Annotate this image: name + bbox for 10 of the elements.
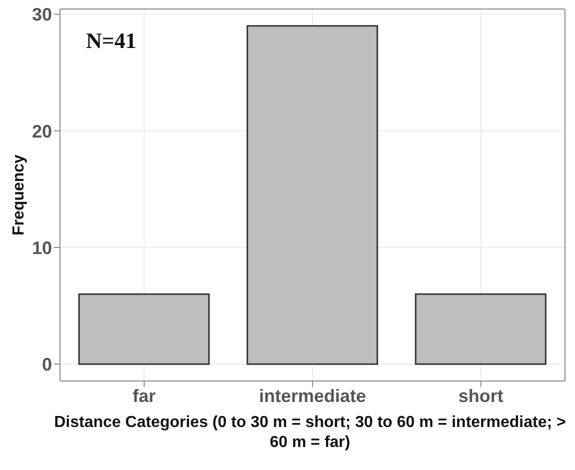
annotation: N=41	[86, 28, 136, 54]
x-axis-title: Distance Categories (0 to 30 m = short; 30 to 60 m = intermediate; > 60 m = far)	[53, 413, 567, 453]
x-tick-label: intermediate	[258, 386, 366, 406]
y-axis-title: Frequency	[10, 154, 28, 236]
y-tick-label: 0	[42, 354, 52, 374]
y-tick-label: 10	[32, 238, 52, 258]
y-tick-label: 20	[32, 121, 52, 142]
x-tick-label: far	[132, 386, 156, 406]
y-tick-label: 30	[32, 4, 52, 25]
x-tick-label: short	[458, 386, 504, 406]
